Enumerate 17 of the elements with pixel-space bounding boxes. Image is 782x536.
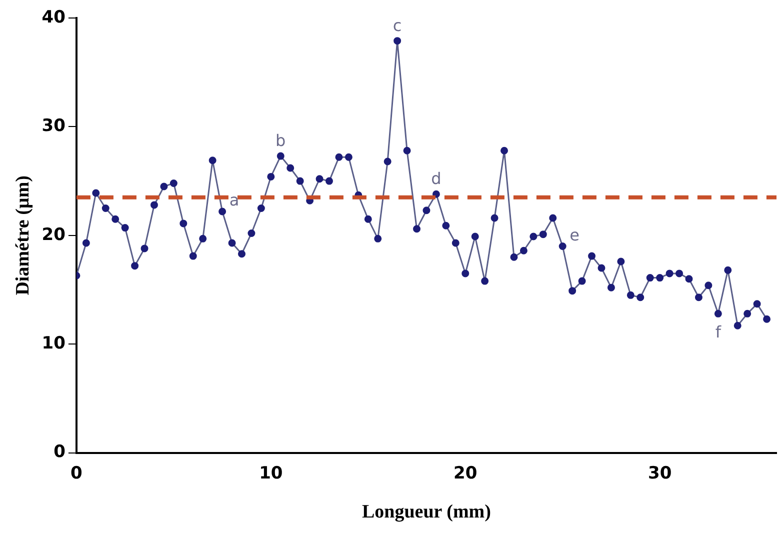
- y-tick-label: 20: [42, 224, 66, 245]
- x-tick-label: 20: [454, 463, 478, 484]
- annotation: f: [715, 322, 722, 342]
- y-axis-title: Diamétre (µm): [12, 176, 34, 296]
- y-tick-label: 10: [42, 334, 66, 354]
- y-tick-label: 40: [42, 7, 66, 28]
- annotation: d: [431, 169, 442, 188]
- x-axis-title: Longueur (mm): [362, 502, 491, 523]
- annotation: a: [229, 190, 240, 210]
- annotation: b: [276, 131, 286, 150]
- annotation: c: [392, 16, 402, 35]
- y-tick-label: 0: [54, 442, 66, 462]
- annotation: e: [570, 225, 580, 244]
- x-tick-label: 10: [259, 463, 283, 484]
- x-tick-label: 0: [70, 463, 83, 484]
- y-tick-label: 30: [42, 116, 66, 136]
- x-tick-label: 30: [648, 463, 672, 484]
